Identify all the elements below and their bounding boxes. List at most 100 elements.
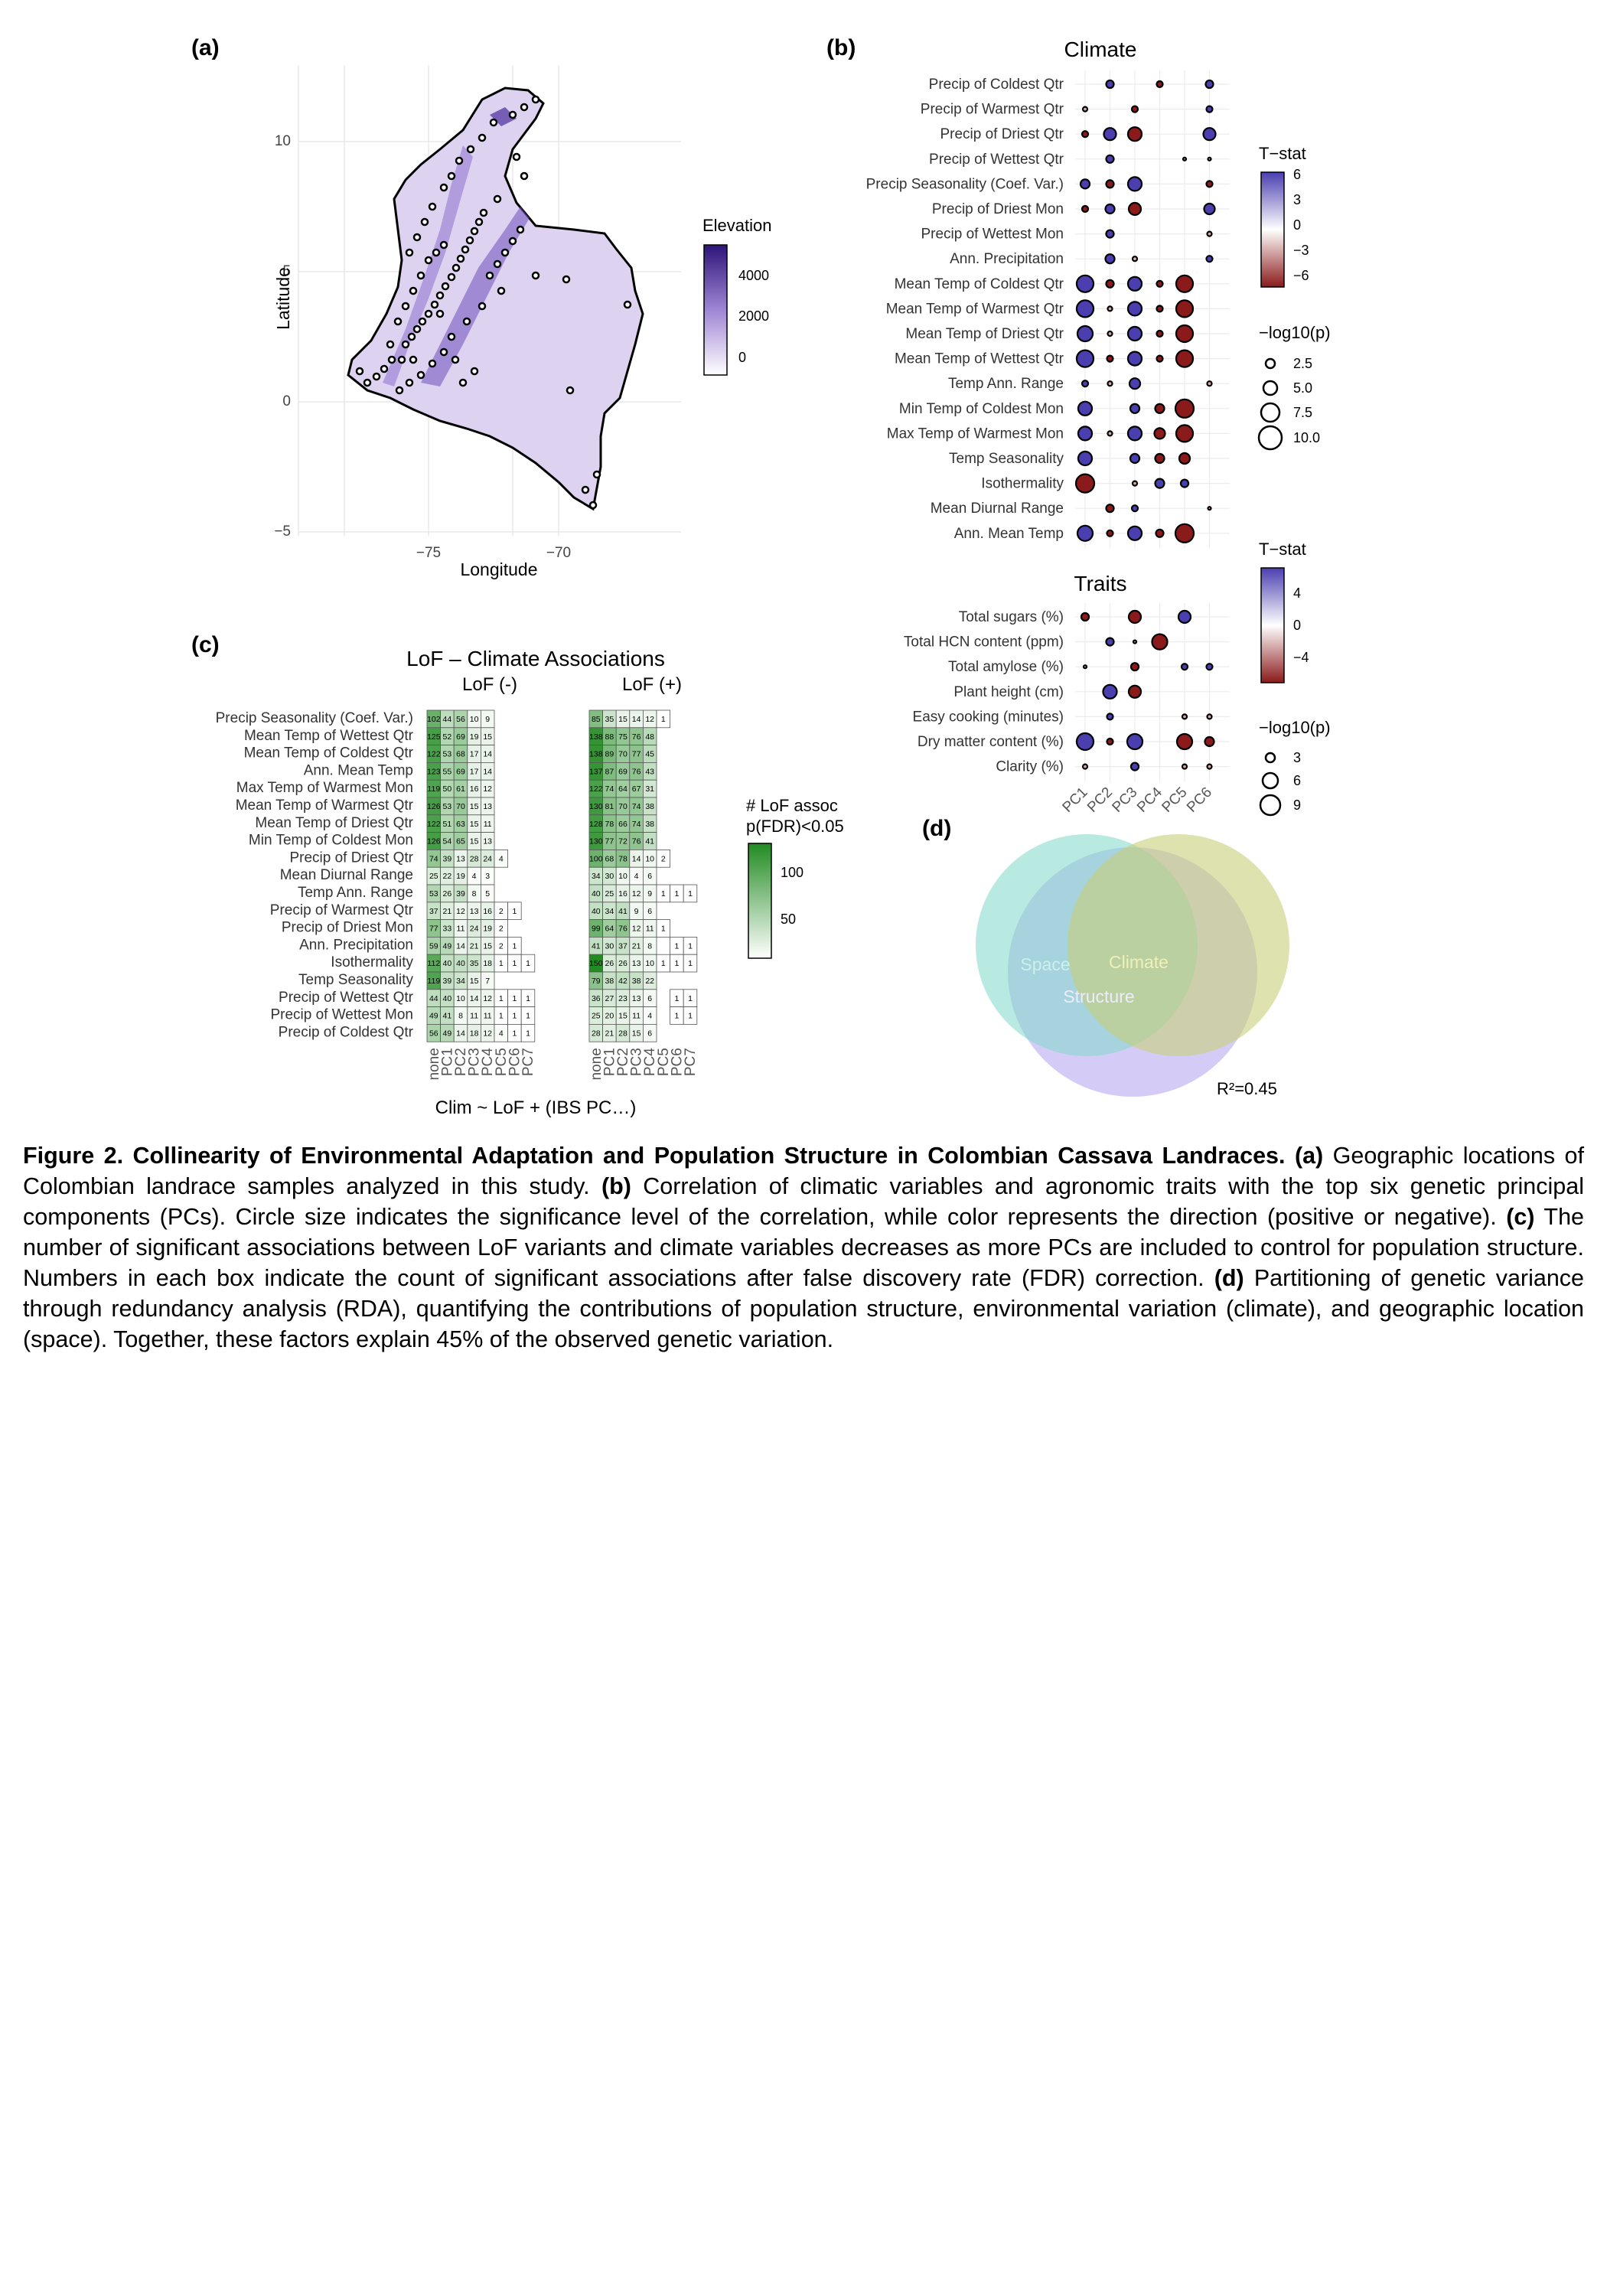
climate-dot — [1126, 276, 1143, 292]
heatmap-cell-value: 37 — [429, 907, 438, 916]
map-ytick-5: 5 — [282, 263, 291, 279]
elevation-tick-2000: 2000 — [738, 308, 769, 324]
traits-row-labels: Total sugars (%) Total HCN content (ppm) T… — [904, 609, 1064, 775]
climate-dot — [1153, 427, 1166, 440]
heatmap-cell-value: 56 — [456, 715, 465, 724]
climate-dot — [1126, 351, 1143, 367]
climate-dot — [1081, 380, 1090, 388]
caption-c-text: The number of significant associations b… — [23, 1204, 1584, 1291]
trait-dot — [1181, 763, 1188, 770]
climate-tstat-tick: 0 — [1293, 217, 1301, 233]
traits-size-tick: 6 — [1293, 773, 1301, 788]
climate-dot — [1126, 525, 1143, 541]
heatmap-cell-value: 64 — [618, 784, 627, 794]
heatmap-cell-value: 19 — [470, 732, 479, 742]
caption-a-label: (a) — [1294, 1143, 1324, 1169]
lof-neg-label: LoF (-) — [462, 674, 517, 695]
heatmap-x-label: Clim ~ LoF + (IBS PC…) — [435, 1097, 637, 1118]
climate-dot — [1103, 127, 1117, 142]
heatmap-cell-value: 54 — [443, 837, 452, 846]
heatmap-cell-value: 15 — [632, 1029, 641, 1038]
heatmap-cell-value: 8 — [458, 1012, 463, 1021]
heatmap-cell-value: 44 — [429, 994, 438, 1003]
heatmap-cell-value: 28 — [470, 854, 479, 863]
panel-a-label: (a) — [191, 35, 220, 60]
traits-size-legend — [1259, 752, 1282, 817]
heatmap-cell-value: 1 — [526, 1029, 530, 1038]
caption-a-text: Geographic locations of Colombian landra… — [23, 1143, 1584, 1199]
heatmap-cell-value: 100 — [589, 854, 603, 863]
heatmap-row-label: Mean Temp of Warmest Qtr — [236, 797, 414, 814]
heatmap-col-label: PC5 — [494, 1048, 510, 1076]
heatmap-cell-value: 15 — [470, 820, 479, 829]
lof-pos-label: LoF (+) — [622, 674, 682, 695]
heatmap-cell-value: 4 — [499, 854, 504, 863]
heatmap-cell-value: 122 — [427, 820, 441, 829]
caption-b-label: (b) — [601, 1173, 631, 1199]
heatmap-cell-value: 25 — [605, 889, 614, 899]
heatmap-cell-value: 99 — [592, 925, 601, 934]
heatmap-cell-value: 50 — [443, 784, 452, 794]
heatmap-cell-value: 77 — [429, 925, 438, 934]
heatmap-cell-value: 53 — [443, 750, 452, 759]
traits-tstat-title: T−stat — [1259, 540, 1306, 559]
trait-row-label: Dry matter content (%) — [918, 734, 1064, 750]
heatmap-cell-value: 22 — [645, 977, 654, 986]
heatmap-col-label: PC4 — [480, 1048, 496, 1076]
elevation-legend-title: Elevation — [702, 216, 772, 235]
heatmap-cell-value: 55 — [443, 767, 452, 776]
trait-dot — [1206, 713, 1213, 720]
trait-dot — [1177, 609, 1192, 625]
heatmap-cell-value: 42 — [618, 977, 627, 986]
heatmap-cell-value: 30 — [605, 941, 614, 951]
heatmap-cell-value: 25 — [429, 872, 438, 881]
climate-row-label: Max Temp of Warmest Mon — [887, 426, 1064, 442]
climate-dot — [1179, 478, 1190, 488]
trait-dot — [1106, 737, 1114, 746]
heatmap-row-label: Precip of Wettest Mon — [270, 1007, 413, 1023]
heatmap-cell-value: 14 — [456, 941, 465, 951]
heatmap-cell — [656, 919, 671, 938]
heatmap-cell-value: 11 — [484, 820, 492, 829]
climate-dot — [1205, 255, 1214, 263]
heatmap-cell-value: 6 — [647, 872, 652, 881]
map-xtick-70: −70 — [546, 545, 571, 561]
heatmap-cell-value: 128 — [589, 820, 603, 829]
climate-dot — [1129, 403, 1141, 414]
heatmap-cell-value: 19 — [456, 872, 465, 881]
heatmap-cell-value: 40 — [443, 959, 452, 968]
trait-row-label: Total sugars (%) — [959, 609, 1064, 625]
heatmap-cell-value: 150 — [589, 959, 603, 968]
heatmap-cell — [656, 709, 671, 729]
lof-legend-title-2: p(FDR)<0.05 — [746, 817, 844, 836]
heatmap-cell-value: 78 — [618, 854, 627, 863]
heatmap-cell-value: 38 — [605, 977, 614, 986]
heatmap-cell-value: 53 — [429, 889, 438, 899]
climate-row-label: Precip of Warmest Qtr — [921, 102, 1064, 118]
climate-dot — [1126, 325, 1143, 342]
trait-row-label: Total amylose (%) — [948, 659, 1064, 675]
climate-row-label: Mean Diurnal Range — [931, 501, 1064, 517]
climate-tstat-title: T−stat — [1259, 144, 1306, 163]
heatmap-cell-value: 6 — [647, 994, 652, 1003]
heatmap-cell-value: 11 — [632, 1012, 641, 1021]
climate-size-tick: 10.0 — [1293, 430, 1320, 445]
climate-dot — [1204, 79, 1214, 90]
heatmap-cell-value: 49 — [443, 1029, 452, 1038]
trait-row-label: Easy cooking (minutes) — [913, 709, 1064, 725]
heatmap-cell-value: 49 — [429, 1012, 438, 1021]
heatmap-cell-value: 1 — [674, 994, 679, 1003]
venn-r2: R²=0.45 — [1217, 1079, 1277, 1098]
heatmap-cell-value: 41 — [618, 907, 627, 916]
climate-dot — [1131, 256, 1139, 263]
heatmap-cell-value: 12 — [456, 907, 465, 916]
heatmap-cell-value: 13 — [632, 994, 641, 1003]
heatmap-cell-value: 34 — [592, 872, 601, 881]
climate-size-tick: 5.0 — [1293, 380, 1312, 396]
climate-dot — [1206, 230, 1213, 237]
climate-tstat-tick: −6 — [1293, 268, 1309, 283]
heatmap-cell-value: 30 — [605, 872, 614, 881]
venn-climate-circle — [1068, 834, 1289, 1056]
heatmap-cell-value: 66 — [618, 820, 627, 829]
